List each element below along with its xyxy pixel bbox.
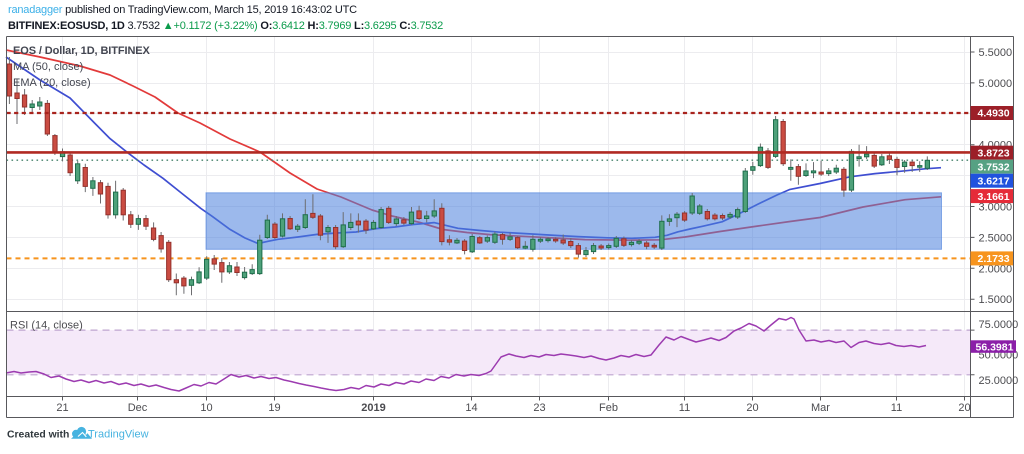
svg-text:11: 11 (891, 402, 902, 414)
svg-text:Dec: Dec (128, 402, 148, 414)
svg-text:5.5000: 5.5000 (979, 47, 1013, 59)
svg-text:20: 20 (958, 402, 970, 414)
svg-text:2.0000: 2.0000 (979, 263, 1013, 275)
svg-text:20: 20 (746, 402, 758, 414)
svg-text:3.7532: 3.7532 (978, 161, 1010, 173)
svg-text:19: 19 (268, 402, 280, 414)
svg-text:25.0000: 25.0000 (979, 375, 1019, 387)
svg-text:3.0000: 3.0000 (979, 202, 1013, 214)
svg-text:EMA (20, close): EMA (20, close) (13, 77, 91, 89)
svg-text:56.3981: 56.3981 (976, 341, 1014, 353)
svg-text:4.4930: 4.4930 (978, 108, 1010, 120)
svg-text:3.8723: 3.8723 (978, 147, 1010, 159)
svg-text:1.5000: 1.5000 (979, 294, 1013, 306)
svg-text:MA (50, close): MA (50, close) (13, 61, 83, 73)
svg-text:3.6217: 3.6217 (978, 175, 1010, 187)
svg-text:3.1661: 3.1661 (978, 191, 1010, 203)
svg-text:14: 14 (465, 402, 477, 414)
svg-text:23: 23 (533, 402, 545, 414)
svg-text:2.1733: 2.1733 (978, 253, 1010, 265)
svg-text:EOS / Dollar, 1D, BITFINEX: EOS / Dollar, 1D, BITFINEX (13, 45, 151, 57)
svg-text:5.0000: 5.0000 (979, 78, 1013, 90)
svg-text:RSI (14, close): RSI (14, close) (10, 320, 83, 332)
svg-text:TradingView: TradingView (88, 429, 149, 441)
svg-text:11: 11 (679, 402, 690, 414)
svg-text:2.5000: 2.5000 (979, 232, 1013, 244)
svg-text:Feb: Feb (599, 402, 618, 414)
svg-text:Mar: Mar (811, 402, 830, 414)
svg-text:2019: 2019 (361, 402, 385, 414)
svg-text:10: 10 (200, 402, 212, 414)
svg-text:ranadagger published on Tradin: ranadagger published on TradingView.com,… (8, 4, 357, 16)
svg-text:Created with: Created with (7, 430, 69, 441)
svg-text:21: 21 (56, 402, 68, 414)
svg-text:BITFINEX:EOSUSD, 1D 3.7532 ▲+0: BITFINEX:EOSUSD, 1D 3.7532 ▲+0.1172 (+3.… (8, 20, 443, 32)
svg-text:75.0000: 75.0000 (979, 319, 1019, 331)
